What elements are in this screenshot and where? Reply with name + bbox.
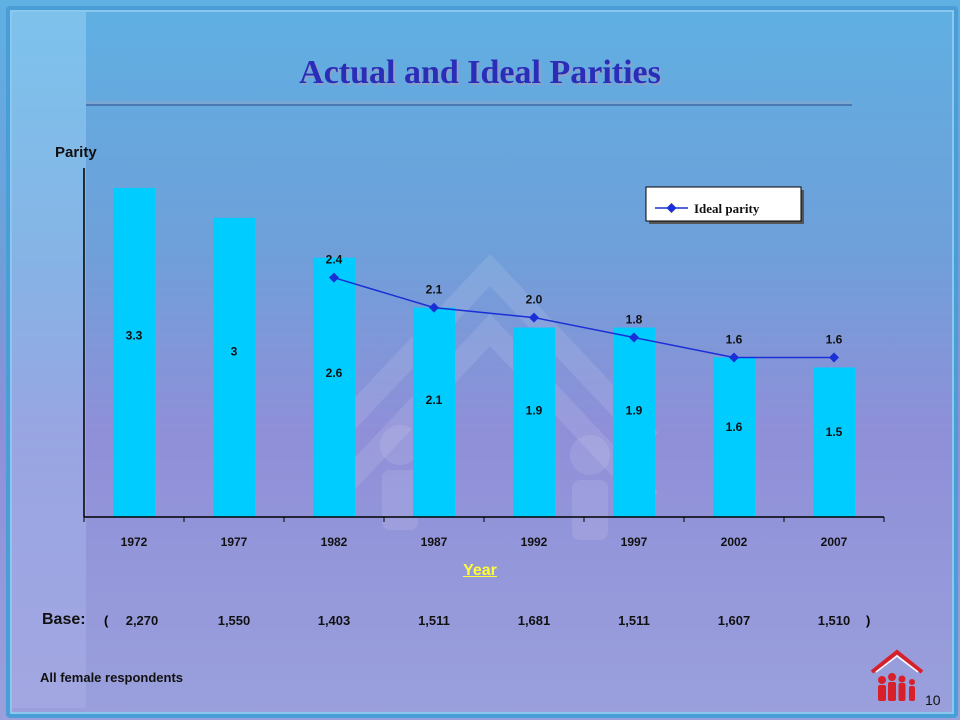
x-tick-label: 1997 — [621, 535, 648, 549]
x-tick-label: 1992 — [521, 535, 548, 549]
bar-1987 — [413, 307, 455, 517]
bar-1982 — [313, 257, 355, 517]
ideal-parity-value-label: 1.8 — [626, 313, 643, 327]
ideal-parity-polyline — [333, 276, 834, 359]
ideal-parity-point-2002 — [729, 352, 739, 363]
bar-value-label: 3.3 — [126, 328, 143, 342]
ideal-parity-value-label: 1.6 — [726, 332, 743, 346]
x-tick-label: 2007 — [821, 535, 848, 549]
x-tick-label: 1987 — [421, 535, 448, 549]
bar-value-label: 1.5 — [826, 425, 843, 439]
bar-1977 — [213, 217, 255, 517]
ideal-parity-point-2007 — [829, 352, 839, 363]
ideal-parity-value-label: 2.0 — [526, 293, 543, 307]
base-value-1972: 2,270 — [125, 613, 159, 628]
footnote: All female respondents — [40, 670, 184, 685]
ideal-parity-point-1992 — [529, 312, 539, 323]
y-axis-title: Parity — [55, 144, 97, 161]
base-label: Base: — [42, 611, 86, 628]
base-value-1982: 1,403 — [317, 613, 351, 628]
ideal-parity-value-label: 2.1 — [426, 283, 443, 297]
x-tick-label: 2002 — [721, 535, 748, 549]
bar-2002 — [713, 357, 755, 517]
base-open-paren: ( — [104, 613, 109, 628]
bar-1992 — [513, 327, 555, 517]
base-close-paren: ) — [866, 613, 871, 628]
legend-marker-icon — [666, 203, 677, 213]
bar-value-label: 2.6 — [326, 366, 343, 380]
watermark-family-icon — [380, 425, 610, 540]
base-value-1997: 1,511 — [618, 613, 650, 628]
legend-label: Ideal parity — [694, 201, 760, 216]
x-tick-label: 1982 — [321, 535, 348, 549]
ideal-parity-value-label: 1.6 — [826, 332, 843, 346]
base-value-1987: 1,511 — [418, 613, 450, 628]
ideal-parity-value-label: 2.4 — [326, 253, 343, 267]
bar-value-label: 1.9 — [526, 404, 543, 418]
bar-value-label: 2.1 — [426, 393, 443, 407]
family-house-logo-icon — [870, 649, 924, 701]
bar-1997 — [613, 327, 655, 517]
base-value-2002: 1,607 — [717, 613, 751, 628]
chart-axes: 1972 1977 1982 1987 1992 1997 2002 2007 Parity — [55, 144, 885, 549]
base-value-1992: 1,681 — [517, 613, 551, 628]
ideal-parity-point-1997 — [629, 332, 639, 343]
decorative-strip — [12, 12, 86, 708]
bar-2007 — [813, 367, 855, 517]
x-axis-title: Year — [463, 562, 497, 579]
slide-frame — [6, 6, 958, 718]
x-tick-label: 1977 — [221, 535, 248, 549]
title-underline — [86, 101, 852, 104]
slide-title: Actual and Ideal Parities — [299, 54, 661, 91]
ideal-parity-line: 2.4 2.1 2.0 1.8 1.6 1.6 — [326, 253, 843, 363]
ideal-parity-point-1987 — [429, 302, 439, 313]
bar-value-label: 1.6 — [726, 420, 743, 434]
base-value-2007: 1,510 — [817, 613, 851, 628]
chart-legend: Ideal parity — [645, 186, 804, 224]
ideal-parity-point-1982 — [329, 272, 339, 283]
bar-1972 — [113, 187, 155, 517]
watermark-house-icon — [321, 253, 659, 508]
page-number: 10 — [925, 692, 941, 708]
bar-value-label: 3 — [231, 344, 238, 358]
x-tick-label: 1972 — [121, 535, 148, 549]
base-value-1977: 1,550 — [217, 613, 251, 628]
bar-series: 3.3 3 2.6 2.1 1.9 1.9 1.6 1.5 — [113, 187, 855, 517]
bar-value-label: 1.9 — [626, 404, 643, 418]
